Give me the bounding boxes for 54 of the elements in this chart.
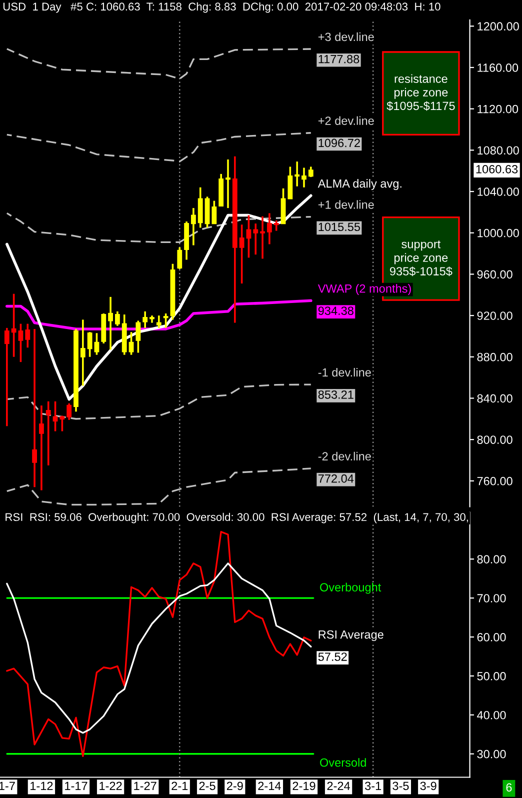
y-tick-label: 50.00	[477, 672, 506, 680]
y-tick-label: 1160.00	[478, 64, 518, 72]
y-tick-label: 1200.00	[478, 22, 519, 31]
data-label: 772.04	[318, 474, 354, 483]
y-tick-label: 1000.00	[478, 228, 519, 238]
y-tick-label: 1080.00	[478, 146, 519, 155]
series-label: -1 dev.line	[318, 368, 371, 377]
series-label: +3 dev.line	[318, 32, 374, 42]
x-tick-label: 2-14	[258, 782, 281, 790]
x-tick-label: 1-22	[100, 782, 122, 790]
series-label: +2 dev.line	[318, 116, 374, 125]
text: 1060.63	[476, 165, 518, 174]
data-label: 1177.88	[318, 54, 360, 64]
x-tick-label: 1-27	[134, 782, 156, 790]
x-tick-label: 2-1	[172, 782, 188, 790]
series-label: -2 dev.line	[318, 452, 371, 461]
y-tick-label: 30.00	[477, 750, 506, 758]
y-tick-label: 80.00	[477, 555, 506, 564]
x-tick-label: 3-9	[420, 782, 436, 790]
band-label: support price zone 935$-1015$	[390, 240, 452, 276]
series-label: VWAP (2 months)	[318, 284, 411, 296]
x-tick-label: 3-1	[364, 782, 382, 790]
y-tick-label: 1040.00	[478, 188, 519, 196]
x-tick-label: 1-12	[30, 782, 53, 790]
y-tick-label: 60.00	[477, 633, 506, 642]
data-label: 934.38	[318, 306, 354, 315]
series-label: ALMA daily avg.	[318, 179, 402, 190]
series-label: RSI Average	[318, 630, 384, 642]
data-label: 57.52	[318, 652, 347, 661]
x-tick-label: 2-5	[199, 782, 216, 790]
x-tick-label: 2-24	[327, 782, 350, 790]
data-label: 853.21	[318, 390, 354, 399]
x-tick-label: 2-9	[226, 782, 243, 790]
y-tick-label: 1120.00	[478, 104, 518, 114]
data-label: 1015.55	[318, 222, 360, 232]
y-tick-label: 880.00	[477, 352, 512, 362]
y-tick-label: 960.00	[477, 270, 512, 279]
y-tick-label: 920.00	[477, 312, 512, 320]
x-tick-label: 1-17	[65, 782, 88, 790]
chart-title: USD 1 Day #5 C: 1060.63 T: 1158 Chg: 8.83 DChg: 0.00 2017-02-20 09:48:03 H: 10	[3, 2, 440, 13]
y-tick-label: 840.00	[477, 394, 512, 403]
series-label: +1 dev.line	[318, 200, 374, 209]
y-tick-label: 70.00	[477, 594, 506, 602]
y-tick-label: 760.00	[477, 476, 512, 486]
ref-line-label: Overbought	[320, 582, 382, 594]
x-tick-label: 2-19	[292, 782, 316, 790]
text: 6	[506, 783, 512, 792]
band-label: resistance price zone $1095-$1175	[386, 74, 455, 111]
y-tick-label: 800.00	[477, 436, 512, 444]
data-label: 1096.72	[318, 138, 360, 148]
x-tick-label: 3-5	[392, 782, 409, 790]
y-tick-label: 40.00	[477, 710, 506, 720]
chart-title: RSI RSI: 59.06 Overbought: 70.00 Oversold: 30.00 RSI Average: 57.52 (Last, 14, 7, 70, 30,	[6, 512, 468, 524]
ref-line-label: Oversold	[320, 758, 366, 767]
